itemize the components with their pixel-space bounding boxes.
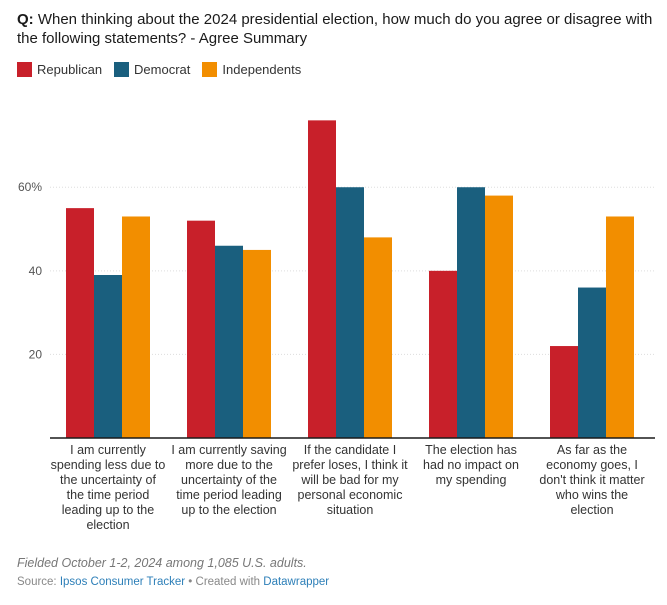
legend-item-independents: Independents xyxy=(202,61,302,77)
datawrapper-link[interactable]: Datawrapper xyxy=(263,576,330,588)
source-link[interactable]: Ipsos Consumer Tracker xyxy=(59,576,186,588)
legend-item-democrat: Democrat xyxy=(114,61,191,77)
bar-republican xyxy=(308,120,336,438)
legend-item-republican: Republican xyxy=(17,61,103,77)
legend-swatch-republican xyxy=(17,61,32,77)
source-separator: • Created with xyxy=(185,576,264,588)
chart-title: Q: When thinking about the 2024 presiden… xyxy=(17,10,657,48)
source-line: Source: Ipsos Consumer Tracker • Created… xyxy=(17,576,329,588)
bar-democrat xyxy=(457,187,485,438)
bar-democrat xyxy=(215,245,243,438)
legend: Republican Democrat Independents xyxy=(17,60,313,78)
bar-republican xyxy=(550,346,578,438)
bar-independents xyxy=(122,216,150,438)
title-text: When thinking about the 2024 presidentia… xyxy=(17,11,653,47)
legend-swatch-independents xyxy=(202,61,218,77)
bar-independents xyxy=(364,237,392,438)
legend-label-democrat: Democrat xyxy=(134,61,191,77)
category-label: I am currently saving more due to the un… xyxy=(171,443,287,517)
y-tick-label: 20 xyxy=(29,347,43,361)
chart-notes: Fielded October 1-2, 2024 among 1,085 U.… xyxy=(17,556,307,570)
bar-republican xyxy=(187,220,215,438)
legend-swatch-democrat xyxy=(114,61,130,77)
category-label: If the candidate I prefer loses, I think… xyxy=(292,443,408,517)
bar-democrat xyxy=(94,275,122,438)
category-label: The election has had no impact on my spe… xyxy=(423,443,519,487)
legend-label-independents: Independents xyxy=(222,61,302,77)
y-tick-label: 60% xyxy=(18,180,42,194)
source-prefix: Source: xyxy=(17,576,60,588)
y-tick-label: 40 xyxy=(29,264,43,278)
category-label: I am currently spending less due to the … xyxy=(50,443,166,532)
legend-label-republican: Republican xyxy=(37,61,103,77)
title-prefix: Q: xyxy=(17,11,34,28)
bar-democrat xyxy=(336,187,364,438)
bar-independents xyxy=(243,249,271,438)
bar-independents xyxy=(606,216,634,438)
bar-republican xyxy=(66,208,94,438)
category-label: As far as the economy goes, I don't thin… xyxy=(539,443,645,517)
bar-independents xyxy=(485,195,513,438)
bar-republican xyxy=(429,270,457,438)
bar-democrat xyxy=(578,287,606,438)
